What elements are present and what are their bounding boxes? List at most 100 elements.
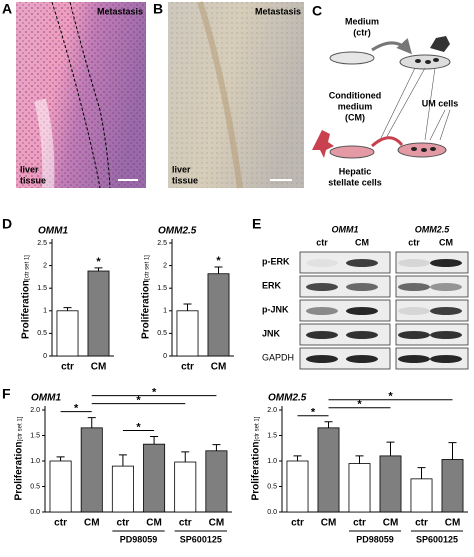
significance-label: * bbox=[357, 399, 362, 411]
panel-b: B Metastasis liver tissue bbox=[153, 1, 304, 189]
panel-letter: D bbox=[2, 216, 12, 232]
bar bbox=[174, 461, 197, 513]
row-label: JNK bbox=[262, 328, 281, 338]
y-tick-label: 0.5 bbox=[157, 330, 167, 337]
bar bbox=[111, 465, 134, 513]
significance-label: * bbox=[96, 256, 101, 268]
bar bbox=[80, 427, 103, 513]
error-bar bbox=[63, 307, 72, 311]
error-bar bbox=[94, 267, 103, 272]
chart-title: OMM1 bbox=[38, 226, 68, 237]
y-tick-label: 1 bbox=[163, 308, 167, 315]
blot bbox=[395, 275, 469, 298]
error-bar bbox=[386, 441, 395, 456]
bar bbox=[176, 310, 199, 357]
y-tick-label: 1.5 bbox=[157, 285, 167, 292]
x-tick-label: CM bbox=[321, 518, 337, 529]
region-label: liver bbox=[20, 164, 39, 174]
significance-label: * bbox=[136, 421, 141, 433]
band bbox=[398, 307, 430, 315]
error-bar bbox=[212, 444, 221, 451]
band bbox=[306, 283, 338, 291]
band bbox=[306, 307, 338, 315]
chart: 0 0.5 1 1.5 2 2.5 Proliferation[ctr set 1] OMM1… bbox=[21, 226, 114, 373]
y-tick-label: 1.0 bbox=[267, 458, 277, 465]
x-tick-label: ctr bbox=[54, 518, 67, 529]
chart-title: OMM1 bbox=[31, 393, 61, 404]
band bbox=[398, 331, 430, 339]
error-bar bbox=[417, 467, 426, 479]
boundary-line bbox=[51, 1, 101, 189]
boundary-line bbox=[69, 1, 111, 189]
y-tick-label: 2.0 bbox=[267, 407, 277, 414]
chart-title: OMM2.5 bbox=[268, 393, 307, 404]
band bbox=[398, 355, 430, 363]
band bbox=[398, 283, 430, 291]
group-label: SP600125 bbox=[416, 534, 458, 544]
x-tick-label: ctr bbox=[291, 518, 304, 529]
cell bbox=[411, 147, 417, 151]
row-label: p-ERK bbox=[262, 256, 290, 266]
blot bbox=[299, 275, 391, 298]
stellate-cell bbox=[312, 130, 334, 158]
band bbox=[346, 307, 378, 315]
error-bar bbox=[56, 456, 65, 461]
region-label: Metastasis bbox=[255, 6, 301, 16]
blot bbox=[299, 347, 391, 370]
band bbox=[346, 355, 378, 363]
significance-label: * bbox=[388, 391, 393, 403]
lane-label: CM bbox=[439, 237, 453, 247]
row-label: p-JNK bbox=[262, 304, 289, 314]
panel-c: C Medium (ctr) Conditioned medium (CM) U… bbox=[312, 3, 458, 187]
x-tick-label: ctr bbox=[353, 518, 366, 529]
x-tick-label: CM bbox=[209, 518, 225, 529]
y-tick-label: 2.0 bbox=[30, 407, 40, 414]
y-tick-label: 0.0 bbox=[30, 509, 40, 516]
cell bbox=[425, 60, 431, 64]
bar bbox=[87, 270, 110, 357]
chart: 0 0.5 1 1.5 2 2.5 Proliferation[ctr set 1] OMM2… bbox=[141, 226, 234, 373]
lane-label: ctr bbox=[316, 237, 328, 247]
histology-texture bbox=[16, 2, 146, 188]
band bbox=[346, 259, 378, 267]
blot bbox=[299, 323, 391, 346]
y-tick-label: 0 bbox=[163, 353, 167, 360]
x-tick-label: ctr bbox=[117, 518, 130, 529]
cell bbox=[430, 36, 450, 52]
group-label: SP600125 bbox=[180, 534, 222, 544]
error-bar bbox=[181, 451, 190, 463]
pointer bbox=[379, 67, 451, 141]
bar bbox=[56, 310, 79, 357]
panel-letter: E bbox=[252, 216, 261, 232]
blot bbox=[299, 251, 391, 274]
bar bbox=[410, 478, 433, 513]
panel-letter: A bbox=[2, 1, 12, 17]
y-axis-label: Proliferation bbox=[251, 442, 262, 501]
band bbox=[346, 331, 378, 339]
y-axis-unit: [ctr set 1] bbox=[145, 255, 151, 280]
label: Medium bbox=[345, 16, 379, 26]
y-tick-label: 0 bbox=[43, 353, 47, 360]
x-tick-label: CM bbox=[146, 518, 162, 529]
y-tick-label: 2 bbox=[163, 262, 167, 269]
y-axis-label: Proliferation bbox=[21, 280, 32, 339]
label: Hepatic bbox=[339, 166, 372, 176]
x-tick-label: CM bbox=[84, 518, 100, 529]
y-tick-label: 0.5 bbox=[267, 483, 277, 490]
y-tick-label: 1 bbox=[43, 308, 47, 315]
error-bar bbox=[214, 266, 223, 274]
bar bbox=[379, 455, 402, 513]
dish bbox=[329, 145, 375, 159]
significance-label: * bbox=[74, 403, 79, 415]
x-tick-label: CM bbox=[383, 518, 399, 529]
x-tick-label: ctr bbox=[415, 518, 428, 529]
bar bbox=[49, 460, 72, 513]
region-label: tissue bbox=[172, 175, 198, 185]
error-bar bbox=[324, 421, 333, 428]
label: medium bbox=[338, 101, 373, 111]
label: Conditioned bbox=[329, 90, 382, 100]
label: (CM) bbox=[345, 112, 365, 122]
band bbox=[306, 355, 338, 363]
y-axis-unit: [ctr set 1] bbox=[255, 416, 261, 441]
cell bbox=[415, 59, 421, 63]
